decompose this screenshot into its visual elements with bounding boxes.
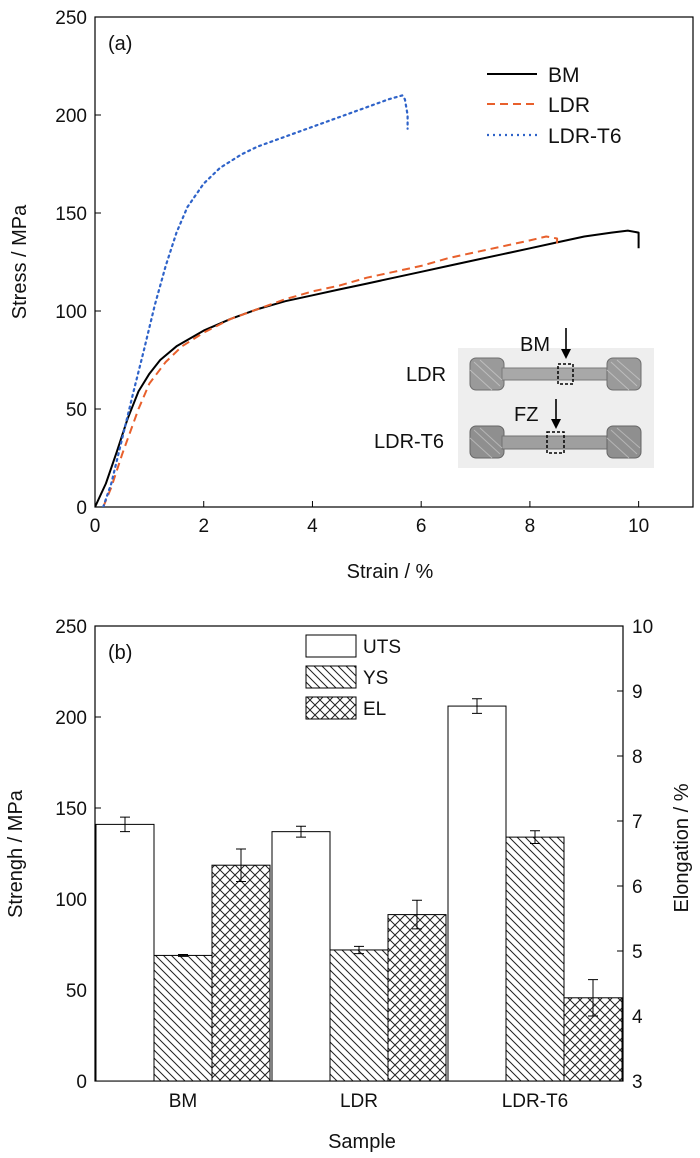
arrow-icon <box>551 328 571 429</box>
y-axis-label-b: Strengh / MPa <box>5 789 27 918</box>
y-tick-label: 150 <box>55 204 87 225</box>
panel-label-a: (a) <box>108 33 132 55</box>
error-bar-ys <box>354 945 364 955</box>
bars-b <box>95 698 623 1082</box>
error-bar-el <box>236 848 246 882</box>
y-tick-label: 150 <box>55 799 87 820</box>
y-tick-label: 0 <box>76 1072 87 1093</box>
y-tick-label: 0 <box>76 498 87 519</box>
legend-label-uts: UTS <box>363 637 401 658</box>
x-tick-label: 8 <box>525 516 536 537</box>
bar-uts-ldr <box>271 831 331 1082</box>
error-bar-ys <box>178 954 188 957</box>
specimen-ldr <box>469 357 642 391</box>
bar-uts-bm <box>95 823 155 1082</box>
legend-a: BM LDR LDR-T6 <box>487 64 622 148</box>
y2-tick-label: 9 <box>632 682 643 703</box>
y2-tick-label: 7 <box>632 812 643 833</box>
y2-axis-label-b: Elongation / % <box>671 783 693 912</box>
y-tick-label: 200 <box>55 106 87 127</box>
x-tick-label: BM <box>169 1091 198 1112</box>
bar-ys-ldr <box>329 949 389 1082</box>
legend-label-ys: YS <box>363 668 388 689</box>
specimen-photo-inset: BM FZ LDR LDR-T6 <box>374 328 654 468</box>
legend-swatch-el <box>305 696 357 720</box>
fz-box-marker <box>546 431 565 454</box>
bar-ys-bm <box>153 954 213 1082</box>
y-tick-label: 100 <box>55 302 87 323</box>
x-tick-label: 4 <box>307 516 318 537</box>
error-bar-ys <box>530 830 540 844</box>
panel-a-stress-strain-chart: (a) Strain / % Stress / MPa 0 2 4 6 8 1005010… <box>9 8 694 583</box>
inset-marker-fz: FZ <box>514 404 538 426</box>
legend-label-ldr: LDR <box>548 94 590 117</box>
legend-b: UTS YS EL <box>305 634 401 720</box>
inset-label-ldr-t6: LDR-T6 <box>374 431 444 453</box>
bar-uts-ldr-t6 <box>447 705 507 1082</box>
y2-tick-label: 6 <box>632 877 643 898</box>
y-tick-label: 100 <box>55 890 87 911</box>
inset-label-ldr: LDR <box>406 364 446 386</box>
x-axis-label-a: Strain / % <box>347 561 434 583</box>
bar-el-ldr <box>387 914 447 1082</box>
specimen-ldr-t6 <box>469 425 642 459</box>
x-tick-label: LDR-T6 <box>502 1091 569 1112</box>
x-tick-label: 10 <box>628 516 649 537</box>
error-bar-el <box>412 899 422 930</box>
y2-tick-label: 10 <box>632 617 653 638</box>
x-tick-label: 6 <box>416 516 427 537</box>
series-line-ldr-t6 <box>102 94 409 507</box>
x-tick-label: 0 <box>90 516 101 537</box>
y-tick-label: 50 <box>66 400 87 421</box>
legend-swatch-uts <box>305 634 357 658</box>
series-line-bm <box>95 229 640 507</box>
series-line-ldr <box>102 235 559 507</box>
error-bar-el <box>588 979 598 1017</box>
y2-tick-label: 3 <box>632 1072 643 1093</box>
x-tick-label: 2 <box>198 516 209 537</box>
y-tick-label: 250 <box>55 617 87 638</box>
bm-box-marker <box>557 363 574 385</box>
error-bar-uts <box>472 698 482 714</box>
axis-ticks-b: 0 50 100 150 200 250 3 4 5 6 7 8 9 10 BM LDR LDR-T6 <box>55 617 653 1112</box>
y2-tick-label: 5 <box>632 942 643 963</box>
bar-el-bm <box>211 864 271 1082</box>
y-tick-label: 50 <box>66 981 87 1002</box>
legend-label-ldr-t6: LDR-T6 <box>548 125 622 148</box>
y2-tick-label: 4 <box>632 1007 643 1028</box>
legend-swatch-ys <box>305 665 357 689</box>
error-bar-uts <box>296 825 306 838</box>
y-tick-label: 250 <box>55 8 87 29</box>
series-lines-a <box>95 94 640 507</box>
legend-label-el: EL <box>363 699 386 720</box>
y2-tick-label: 8 <box>632 747 643 768</box>
y-axis-label-a: Stress / MPa <box>9 204 31 319</box>
y-tick-label: 200 <box>55 708 87 729</box>
inset-marker-bm: BM <box>520 334 550 356</box>
error-bar-uts <box>120 816 130 833</box>
x-axis-label-b: Sample <box>328 1131 396 1153</box>
legend-label-bm: BM <box>548 64 580 87</box>
panel-label-b: (b) <box>108 642 132 664</box>
bar-ys-ldr-t6 <box>505 836 565 1082</box>
x-tick-label: LDR <box>340 1091 378 1112</box>
panel-b-strength-bar-chart: (b) Sample Strengh / MPa Elongation / % … <box>5 617 693 1153</box>
plot-frame-a <box>94 16 694 508</box>
